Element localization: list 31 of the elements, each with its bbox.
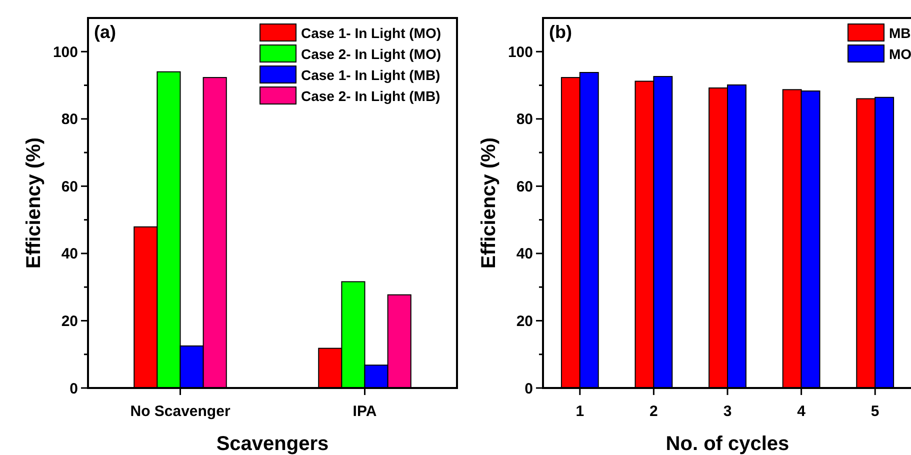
y-tick-label: 60 <box>516 178 533 196</box>
x-axis-title: No. of cycles <box>666 433 790 455</box>
annotation: (a) <box>94 22 116 42</box>
y-tick-label: 0 <box>70 380 78 398</box>
y-axis-title: Efficiency (%) <box>478 137 500 269</box>
y-tick-label: 20 <box>516 312 533 330</box>
x-tick-label: 3 <box>723 403 732 420</box>
y-tick-label: 80 <box>61 111 78 128</box>
x-tick-label: 1 <box>576 403 584 420</box>
y-tick-label: 40 <box>516 246 533 263</box>
y-axis-title: Efficiency (%) <box>23 137 45 269</box>
y-tick-label: 100 <box>508 44 533 61</box>
y-tick-label: 20 <box>61 312 78 330</box>
x-axis-title: Scavengers <box>216 433 329 455</box>
x-tick-label: 2 <box>650 403 658 420</box>
y-tick-label: 60 <box>61 178 78 196</box>
legend-label: Case 2- In Light (MO) <box>301 46 441 62</box>
x-tick-label: No Scavenger <box>130 403 230 420</box>
x-tick-label: 4 <box>797 403 806 420</box>
legend-label: Case 1- In Light (MO) <box>301 25 441 41</box>
legend-label: MB <box>889 25 911 41</box>
y-tick-label: 40 <box>61 246 78 263</box>
legend-label: Case 2- In Light (MB) <box>301 88 440 104</box>
y-tick-label: 0 <box>524 380 533 398</box>
y-tick-label: 80 <box>516 111 533 128</box>
x-tick-label: IPA <box>352 403 377 420</box>
y-tick-label: 100 <box>52 44 78 61</box>
annotation: (b) <box>549 22 572 42</box>
legend-label: MO <box>889 46 911 62</box>
legend-label: Case 1- In Light (MB) <box>301 67 440 83</box>
x-tick-label: 5 <box>870 403 880 420</box>
